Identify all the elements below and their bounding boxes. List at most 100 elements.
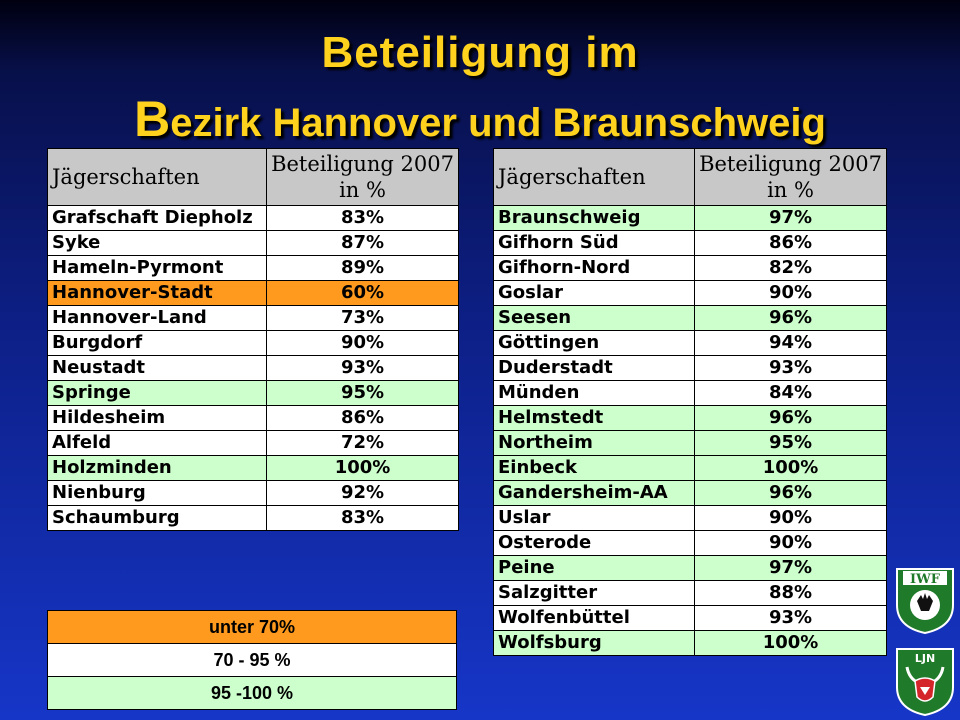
table-row: Wolfsburg 100% <box>492 630 887 656</box>
beteiligung-value: 100% <box>266 455 459 481</box>
legend-row-green: 95 -100 % <box>47 676 457 710</box>
jaegerschaft-name: Helmstedt <box>492 405 696 431</box>
beteiligung-value: 95% <box>694 430 887 456</box>
beteiligung-value: 87% <box>266 230 459 256</box>
beteiligung-value: 90% <box>694 280 887 306</box>
beteiligung-value: 83% <box>266 505 459 531</box>
table-row: Osterode 90% <box>492 530 887 556</box>
table-row: Braunschweig 97% <box>492 205 887 231</box>
title-line-2-initial: B <box>134 91 171 147</box>
header-beteiligung: Beteiligung 2007 in % <box>694 148 887 206</box>
beteiligung-value: 90% <box>266 330 459 356</box>
beteiligung-value: 86% <box>266 405 459 431</box>
jaegerschaft-name: Syke <box>46 230 268 256</box>
table-row: Einbeck 100% <box>492 455 887 481</box>
beteiligung-value: 96% <box>694 305 887 331</box>
table-row: Goslar 90% <box>492 280 887 306</box>
jaegerschaft-name: Hildesheim <box>46 405 268 431</box>
braunschweig-table-body: Jägerschaften Beteiligung 2007 in % Braun… <box>492 148 887 656</box>
beteiligung-value: 90% <box>694 530 887 556</box>
table-row: Hildesheim 86% <box>46 405 459 431</box>
jaegerschaft-name: Alfeld <box>46 430 268 456</box>
header-beteiligung-line1: Beteiligung 2007 <box>271 152 454 176</box>
iwf-logo-icon: IWF <box>896 568 954 635</box>
table-row: Alfeld 72% <box>46 430 459 456</box>
legend-orange: unter 70% <box>47 610 457 644</box>
jaegerschaft-name: Schaumburg <box>46 505 268 531</box>
beteiligung-value: 97% <box>694 555 887 581</box>
table-row: Schaumburg 83% <box>46 505 459 531</box>
beteiligung-value: 88% <box>694 580 887 606</box>
braunschweig-table: Jägerschaften Beteiligung 2007 in % Braun… <box>492 148 887 656</box>
beteiligung-value: 89% <box>266 255 459 281</box>
beteiligung-value: 82% <box>694 255 887 281</box>
jaegerschaft-name: Holzminden <box>46 455 268 481</box>
beteiligung-value: 92% <box>266 480 459 506</box>
table-row: Salzgitter 88% <box>492 580 887 606</box>
jaegerschaft-name: Hannover-Land <box>46 305 268 331</box>
jaegerschaft-name: Einbeck <box>492 455 696 481</box>
jaegerschaft-name: Seesen <box>492 305 696 331</box>
jaegerschaft-name: Hannover-Stadt <box>46 280 268 306</box>
ljn-logo-icon: LJN <box>896 648 954 717</box>
header-beteiligung-line1: Beteiligung 2007 <box>699 152 882 176</box>
table-row: Syke 87% <box>46 230 459 256</box>
table-row: Hannover-Stadt 60% <box>46 280 459 306</box>
jaegerschaft-name: Uslar <box>492 505 696 531</box>
jaegerschaft-name: Neustadt <box>46 355 268 381</box>
table-row: Burgdorf 90% <box>46 330 459 356</box>
jaegerschaft-name: Münden <box>492 380 696 406</box>
table-row: Münden 84% <box>492 380 887 406</box>
beteiligung-value: 93% <box>266 355 459 381</box>
beteiligung-value: 100% <box>694 630 887 656</box>
jaegerschaft-name: Grafschaft Diepholz <box>46 205 268 231</box>
beteiligung-value: 93% <box>694 355 887 381</box>
table-row: Neustadt 93% <box>46 355 459 381</box>
title-line-1: Beteiligung im <box>321 28 639 77</box>
beteiligung-value: 93% <box>694 605 887 631</box>
title-line-2: Bezirk Hannover und Braunschweig <box>0 90 960 148</box>
beteiligung-value: 90% <box>694 505 887 531</box>
jaegerschaft-name: Wolfsburg <box>492 630 696 656</box>
table-row: Hannover-Land 73% <box>46 305 459 331</box>
beteiligung-value: 83% <box>266 205 459 231</box>
table-header-row: Jägerschaften Beteiligung 2007 in % <box>46 148 459 206</box>
jaegerschaft-name: Hameln-Pyrmont <box>46 255 268 281</box>
header-jaegerschaften: Jägerschaften <box>492 148 696 206</box>
jaegerschaft-name: Braunschweig <box>492 205 696 231</box>
table-row: Peine 97% <box>492 555 887 581</box>
jaegerschaft-name: Göttingen <box>492 330 696 356</box>
jaegerschaft-name: Duderstadt <box>492 355 696 381</box>
jaegerschaft-name: Wolfenbüttel <box>492 605 696 631</box>
beteiligung-value: 73% <box>266 305 459 331</box>
table-row: Grafschaft Diepholz 83% <box>46 205 459 231</box>
header-jaegerschaften: Jägerschaften <box>46 148 268 206</box>
jaegerschaft-name: Goslar <box>492 280 696 306</box>
table-row: Springe 95% <box>46 380 459 406</box>
hannover-table-body: Jägerschaften Beteiligung 2007 in % Grafs… <box>46 148 459 531</box>
beteiligung-value: 96% <box>694 480 887 506</box>
beteiligung-value: 84% <box>694 380 887 406</box>
beteiligung-value: 97% <box>694 205 887 231</box>
legend-white: 70 - 95 % <box>47 643 457 677</box>
jaegerschaft-name: Northeim <box>492 430 696 456</box>
table-row: Gifhorn Süd 86% <box>492 230 887 256</box>
jaegerschaft-name: Peine <box>492 555 696 581</box>
table-row: Wolfenbüttel 93% <box>492 605 887 631</box>
table-row: Holzminden 100% <box>46 455 459 481</box>
jaegerschaft-name: Springe <box>46 380 268 406</box>
beteiligung-value: 94% <box>694 330 887 356</box>
table-row: Gifhorn-Nord 82% <box>492 255 887 281</box>
table-header-row: Jägerschaften Beteiligung 2007 in % <box>492 148 887 206</box>
header-beteiligung: Beteiligung 2007 in % <box>266 148 459 206</box>
table-row: Uslar 90% <box>492 505 887 531</box>
ljn-logo-text: LJN <box>915 652 935 665</box>
table-row: Helmstedt 96% <box>492 405 887 431</box>
legend-row-white: 70 - 95 % <box>47 643 457 677</box>
beteiligung-value: 95% <box>266 380 459 406</box>
iwf-logo-text: IWF <box>910 572 941 587</box>
jaegerschaft-name: Nienburg <box>46 480 268 506</box>
jaegerschaft-name: Burgdorf <box>46 330 268 356</box>
jaegerschaft-name: Gandersheim-AA <box>492 480 696 506</box>
table-row: Gandersheim-AA 96% <box>492 480 887 506</box>
